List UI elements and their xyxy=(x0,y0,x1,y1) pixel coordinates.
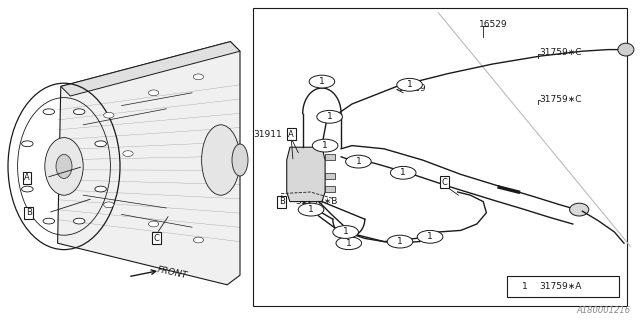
Text: 16529: 16529 xyxy=(398,84,427,92)
Bar xyxy=(325,154,335,160)
Circle shape xyxy=(346,155,371,168)
Text: B: B xyxy=(26,208,32,217)
Text: 31759∗A: 31759∗A xyxy=(539,282,581,291)
Ellipse shape xyxy=(193,74,204,80)
Ellipse shape xyxy=(618,43,634,56)
Ellipse shape xyxy=(43,109,54,115)
Ellipse shape xyxy=(95,141,106,147)
Ellipse shape xyxy=(104,112,114,118)
Text: 1: 1 xyxy=(401,168,406,177)
Ellipse shape xyxy=(104,202,114,208)
Circle shape xyxy=(417,230,443,243)
Ellipse shape xyxy=(43,218,54,224)
Text: 1: 1 xyxy=(346,239,351,248)
Polygon shape xyxy=(61,42,240,96)
Text: 1: 1 xyxy=(343,228,348,236)
Circle shape xyxy=(333,226,358,238)
Ellipse shape xyxy=(22,186,33,192)
Text: 1: 1 xyxy=(319,77,324,86)
FancyBboxPatch shape xyxy=(507,276,619,297)
Bar xyxy=(253,8,627,306)
Text: 1: 1 xyxy=(356,157,361,166)
Circle shape xyxy=(390,166,416,179)
Ellipse shape xyxy=(123,151,133,156)
Polygon shape xyxy=(58,42,240,285)
Circle shape xyxy=(336,237,362,250)
Circle shape xyxy=(397,78,422,91)
Ellipse shape xyxy=(95,186,106,192)
Text: A: A xyxy=(24,173,29,182)
Text: 1: 1 xyxy=(397,237,403,246)
Polygon shape xyxy=(287,147,325,202)
Circle shape xyxy=(387,235,413,248)
Text: 1: 1 xyxy=(323,141,328,150)
Ellipse shape xyxy=(56,155,72,179)
Text: 1: 1 xyxy=(428,232,433,241)
Ellipse shape xyxy=(74,218,85,224)
Bar xyxy=(325,173,335,179)
Ellipse shape xyxy=(570,203,589,216)
Text: 31759∗C: 31759∗C xyxy=(540,48,582,57)
Text: 31759∗B: 31759∗B xyxy=(296,197,338,206)
Text: 1: 1 xyxy=(522,282,527,291)
Ellipse shape xyxy=(148,221,159,227)
Text: 16529: 16529 xyxy=(479,20,508,28)
Text: C: C xyxy=(154,234,160,243)
Text: 1: 1 xyxy=(407,80,412,89)
Text: A: A xyxy=(289,130,294,139)
Ellipse shape xyxy=(202,125,240,195)
Circle shape xyxy=(511,279,539,293)
Bar xyxy=(325,186,335,192)
Ellipse shape xyxy=(45,138,83,195)
Ellipse shape xyxy=(193,237,204,243)
Ellipse shape xyxy=(74,109,85,115)
Text: B: B xyxy=(278,197,285,206)
Ellipse shape xyxy=(148,90,159,96)
Ellipse shape xyxy=(22,141,33,147)
Circle shape xyxy=(317,110,342,123)
Ellipse shape xyxy=(232,144,248,176)
Text: 1: 1 xyxy=(327,112,332,121)
Circle shape xyxy=(312,139,338,152)
Text: FRONT: FRONT xyxy=(157,265,189,280)
Text: 31759∗C: 31759∗C xyxy=(540,95,582,104)
Text: 1: 1 xyxy=(308,205,314,214)
Circle shape xyxy=(309,75,335,88)
Text: C: C xyxy=(442,178,448,187)
Text: A180001216: A180001216 xyxy=(576,306,630,315)
Text: 31911: 31911 xyxy=(253,130,282,139)
Circle shape xyxy=(298,203,324,216)
